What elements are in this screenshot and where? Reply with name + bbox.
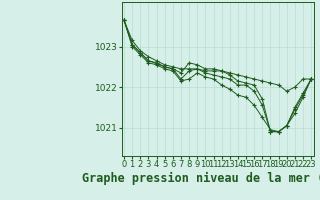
X-axis label: Graphe pression niveau de la mer (hPa): Graphe pression niveau de la mer (hPa) <box>82 172 320 185</box>
